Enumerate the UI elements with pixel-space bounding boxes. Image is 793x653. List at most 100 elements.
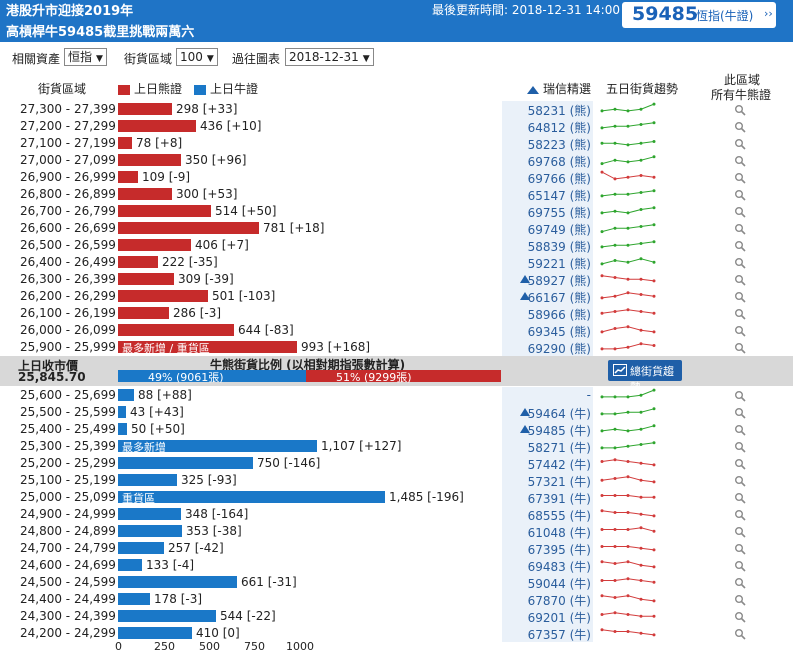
recommended-warrant[interactable]: 58839 (熊) bbox=[502, 237, 593, 254]
recommended-warrant[interactable]: 61048 (牛) bbox=[502, 523, 593, 540]
bear-bar[interactable] bbox=[118, 222, 259, 234]
recommended-warrant[interactable]: 59464 (牛) bbox=[502, 404, 593, 421]
magnifier-icon[interactable] bbox=[734, 492, 746, 504]
bear-bar[interactable] bbox=[118, 290, 208, 302]
history-date-select[interactable]: 2018-12-31 ▼ bbox=[285, 48, 374, 66]
bear-bar[interactable] bbox=[118, 154, 181, 166]
magnifier-icon[interactable] bbox=[734, 458, 746, 470]
warrant-code-link[interactable]: 59464 (牛) bbox=[527, 407, 591, 421]
headline[interactable]: 港股升市迎接2019年 bbox=[6, 4, 134, 19]
bear-bar[interactable] bbox=[118, 239, 191, 251]
magnifier-icon[interactable] bbox=[734, 206, 746, 218]
magnifier-icon[interactable] bbox=[734, 291, 746, 303]
recommended-warrant[interactable]: 69483 (牛) bbox=[502, 557, 593, 574]
warrant-code-link[interactable]: 69201 (牛) bbox=[527, 611, 591, 625]
magnifier-icon[interactable] bbox=[734, 121, 746, 133]
recommended-warrant[interactable]: 59044 (牛) bbox=[502, 574, 593, 591]
warrant-code-link[interactable]: 69766 (熊) bbox=[527, 172, 591, 186]
recommended-warrant[interactable]: 67870 (牛) bbox=[502, 591, 593, 608]
magnifier-icon[interactable] bbox=[734, 441, 746, 453]
warrant-code-link[interactable]: 58223 (熊) bbox=[527, 138, 591, 152]
bull-bar[interactable]: 重貨區 bbox=[118, 491, 385, 505]
warrant-code-link[interactable]: 57442 (牛) bbox=[527, 458, 591, 472]
recommended-warrant[interactable]: 69201 (牛) bbox=[502, 608, 593, 625]
magnifier-icon[interactable] bbox=[734, 325, 746, 337]
bear-bar[interactable] bbox=[118, 137, 132, 149]
total-trend-button[interactable]: 總街貨趨勢 bbox=[608, 360, 682, 394]
warrant-code-link[interactable]: 58927 (熊) bbox=[527, 274, 591, 288]
warrant-code-link[interactable]: 65147 (熊) bbox=[527, 189, 591, 203]
bull-bar[interactable] bbox=[118, 406, 126, 418]
asset-select[interactable]: 恒指 ▼ bbox=[64, 48, 107, 66]
recommended-warrant[interactable]: 59221 (熊) bbox=[502, 254, 593, 271]
warrant-code-link[interactable]: 69345 (熊) bbox=[527, 325, 591, 339]
magnifier-icon[interactable] bbox=[734, 274, 746, 286]
recommended-warrant[interactable]: 69290 (熊) bbox=[502, 339, 593, 356]
warrant-code-link[interactable]: 66167 (熊) bbox=[527, 291, 591, 305]
magnifier-icon[interactable] bbox=[734, 390, 746, 402]
recommended-warrant[interactable]: 67391 (牛) bbox=[502, 489, 593, 506]
warrant-code-link[interactable]: - bbox=[586, 388, 591, 402]
magnifier-icon[interactable] bbox=[734, 577, 746, 589]
magnifier-icon[interactable] bbox=[734, 611, 746, 623]
bull-bar[interactable] bbox=[118, 423, 127, 435]
bear-bar[interactable] bbox=[118, 188, 172, 200]
magnifier-icon[interactable] bbox=[734, 424, 746, 436]
recommended-warrant[interactable]: 58966 (熊) bbox=[502, 305, 593, 322]
magnifier-icon[interactable] bbox=[734, 560, 746, 572]
warrant-code-link[interactable]: 67395 (牛) bbox=[527, 543, 591, 557]
warrant-code-link[interactable]: 58839 (熊) bbox=[527, 240, 591, 254]
bear-bar[interactable] bbox=[118, 256, 158, 268]
bull-bar[interactable] bbox=[118, 474, 177, 486]
recommended-warrant[interactable]: 64812 (熊) bbox=[502, 118, 593, 135]
warrant-code-link[interactable]: 68555 (牛) bbox=[527, 509, 591, 523]
warrant-code-link[interactable]: 69290 (熊) bbox=[527, 342, 591, 356]
bear-bar[interactable] bbox=[118, 103, 172, 115]
magnifier-icon[interactable] bbox=[734, 407, 746, 419]
bull-bar[interactable] bbox=[118, 627, 192, 639]
magnifier-icon[interactable] bbox=[734, 342, 746, 354]
recommended-warrant[interactable]: 69345 (熊) bbox=[502, 322, 593, 339]
warrant-code-link[interactable]: 58231 (熊) bbox=[527, 104, 591, 118]
bear-bar[interactable] bbox=[118, 171, 138, 183]
bear-bar[interactable] bbox=[118, 273, 174, 285]
warrant-code-link[interactable]: 69749 (熊) bbox=[527, 223, 591, 237]
warrant-code-link[interactable]: 59044 (牛) bbox=[527, 577, 591, 591]
magnifier-icon[interactable] bbox=[734, 628, 746, 640]
recommended-warrant[interactable]: 58927 (熊) bbox=[502, 271, 593, 288]
magnifier-icon[interactable] bbox=[734, 138, 746, 150]
warrant-code-link[interactable]: 58966 (熊) bbox=[527, 308, 591, 322]
magnifier-icon[interactable] bbox=[734, 155, 746, 167]
recommended-warrant[interactable]: 58271 (牛) bbox=[502, 438, 593, 455]
zone-select[interactable]: 100 ▼ bbox=[176, 48, 218, 66]
magnifier-icon[interactable] bbox=[734, 475, 746, 487]
bear-bar[interactable] bbox=[118, 120, 196, 132]
warrant-link-button[interactable]: 59485 恆指(牛證) ›› bbox=[622, 2, 776, 28]
magnifier-icon[interactable] bbox=[734, 526, 746, 538]
warrant-code-link[interactable]: 59221 (熊) bbox=[527, 257, 591, 271]
bull-bar[interactable] bbox=[118, 610, 216, 622]
warrant-code-link[interactable]: 69483 (牛) bbox=[527, 560, 591, 574]
warrant-code-link[interactable]: 67870 (牛) bbox=[527, 594, 591, 608]
warrant-code-link[interactable]: 59485 (牛) bbox=[527, 424, 591, 438]
warrant-code-link[interactable]: 67391 (牛) bbox=[527, 492, 591, 506]
bear-bar[interactable] bbox=[118, 324, 234, 336]
bull-bar[interactable] bbox=[118, 389, 134, 401]
warrant-code-link[interactable]: 58271 (牛) bbox=[527, 441, 591, 455]
warrant-code-link[interactable]: 67357 (牛) bbox=[527, 628, 591, 642]
recommended-warrant[interactable]: 68555 (牛) bbox=[502, 506, 593, 523]
warrant-code-link[interactable]: 64812 (熊) bbox=[527, 121, 591, 135]
recommended-warrant[interactable]: 69755 (熊) bbox=[502, 203, 593, 220]
magnifier-icon[interactable] bbox=[734, 594, 746, 606]
bear-bar[interactable]: 最多新增 / 重貨區 bbox=[118, 341, 297, 355]
recommended-warrant[interactable]: 69749 (熊) bbox=[502, 220, 593, 237]
magnifier-icon[interactable] bbox=[734, 257, 746, 269]
bull-bar[interactable] bbox=[118, 542, 164, 554]
magnifier-icon[interactable] bbox=[734, 308, 746, 320]
bull-bar[interactable]: 最多新增 bbox=[118, 440, 317, 454]
magnifier-icon[interactable] bbox=[734, 509, 746, 521]
bull-bar[interactable] bbox=[118, 559, 142, 571]
warrant-code-link[interactable]: 69755 (熊) bbox=[527, 206, 591, 220]
recommended-warrant[interactable]: 69768 (熊) bbox=[502, 152, 593, 169]
recommended-warrant[interactable]: 65147 (熊) bbox=[502, 186, 593, 203]
